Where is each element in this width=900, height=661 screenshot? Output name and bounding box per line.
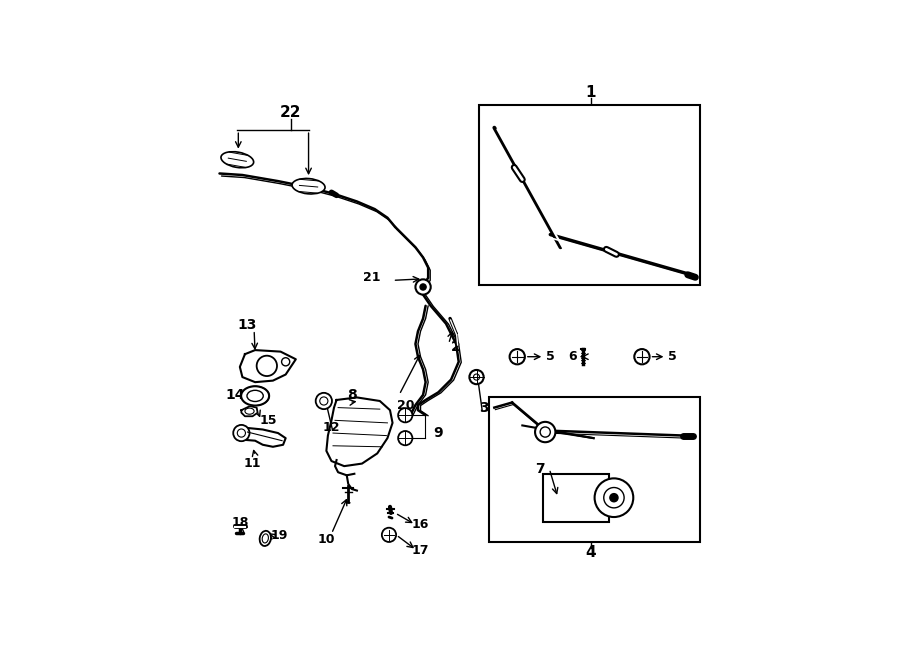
Ellipse shape: [221, 151, 254, 168]
Text: 14: 14: [225, 388, 245, 402]
Circle shape: [610, 494, 618, 502]
Circle shape: [316, 393, 332, 409]
Circle shape: [595, 479, 634, 517]
Text: 21: 21: [364, 271, 381, 284]
Text: 12: 12: [323, 422, 340, 434]
Ellipse shape: [245, 408, 254, 414]
Ellipse shape: [259, 531, 271, 546]
Ellipse shape: [247, 390, 264, 401]
Circle shape: [320, 397, 328, 405]
Text: 1: 1: [586, 85, 597, 100]
Circle shape: [398, 431, 412, 446]
Text: 2: 2: [451, 340, 461, 354]
Bar: [543, 474, 609, 522]
Bar: [490, 397, 700, 543]
Text: 9: 9: [434, 426, 443, 440]
Polygon shape: [238, 428, 285, 447]
Text: 15: 15: [259, 414, 276, 427]
Text: 10: 10: [318, 533, 335, 547]
Text: 22: 22: [280, 105, 302, 120]
Circle shape: [233, 425, 249, 441]
Text: 3: 3: [480, 401, 489, 414]
Polygon shape: [239, 350, 296, 382]
Circle shape: [282, 358, 290, 366]
Ellipse shape: [241, 386, 269, 406]
Circle shape: [256, 356, 277, 376]
Text: 7: 7: [536, 461, 545, 476]
Circle shape: [473, 374, 480, 380]
Bar: [479, 105, 700, 286]
Text: 5: 5: [668, 350, 677, 363]
Circle shape: [509, 349, 525, 364]
Text: 20: 20: [397, 399, 414, 412]
Text: 4: 4: [586, 545, 597, 560]
Text: 13: 13: [238, 318, 257, 332]
Text: 6: 6: [568, 350, 577, 363]
Text: 17: 17: [412, 543, 429, 557]
Text: 11: 11: [244, 457, 261, 470]
Text: 16: 16: [412, 518, 429, 531]
Ellipse shape: [292, 178, 325, 194]
Circle shape: [536, 422, 555, 442]
Polygon shape: [241, 406, 257, 416]
Text: 18: 18: [231, 516, 248, 529]
Text: 19: 19: [270, 529, 288, 543]
Polygon shape: [327, 397, 392, 466]
Circle shape: [238, 429, 246, 437]
Circle shape: [416, 280, 431, 295]
Circle shape: [470, 370, 483, 384]
Circle shape: [540, 427, 550, 437]
Ellipse shape: [262, 534, 268, 543]
Text: 8: 8: [346, 388, 356, 402]
Circle shape: [382, 527, 396, 542]
Circle shape: [420, 284, 426, 290]
Circle shape: [634, 349, 650, 364]
Circle shape: [398, 408, 412, 422]
Text: 5: 5: [546, 350, 554, 363]
Circle shape: [604, 488, 624, 508]
